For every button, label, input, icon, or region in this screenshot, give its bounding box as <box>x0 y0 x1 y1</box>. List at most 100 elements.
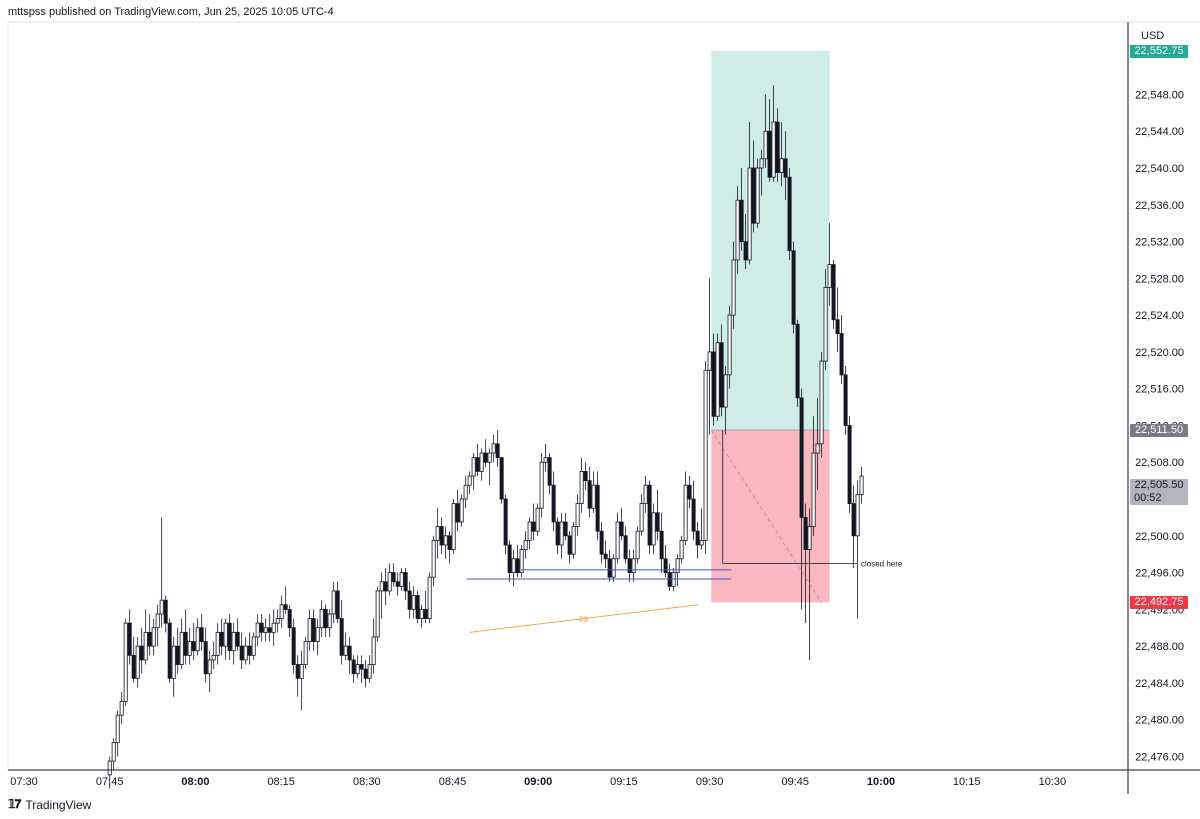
candle-down <box>787 176 792 252</box>
x-tick-label: 07:30 <box>10 776 38 788</box>
x-tick-label: 07:45 <box>96 776 124 788</box>
candle-down <box>555 521 560 546</box>
candle-up <box>111 742 116 762</box>
x-tick-label: 10:30 <box>1039 776 1067 788</box>
y-tick-label: 22,476.00 <box>1135 751 1184 763</box>
candle-up <box>771 121 776 178</box>
tradingview-logo-text: TradingView <box>25 797 92 812</box>
candle-down <box>163 599 168 624</box>
candle-up <box>427 576 432 619</box>
candle-up <box>171 645 176 679</box>
candle-down <box>843 374 848 426</box>
candle-up <box>443 535 448 546</box>
candle-down <box>295 664 300 679</box>
candle-down <box>423 608 428 619</box>
x-tick-label: 09:30 <box>696 776 724 788</box>
candle-down <box>659 530 664 560</box>
candle-up <box>315 627 320 642</box>
candle-down <box>167 622 172 679</box>
candle-down <box>799 397 804 518</box>
candle-up <box>683 484 688 541</box>
candle-up <box>559 521 564 546</box>
candle-up <box>575 503 580 528</box>
closed-here-label: closed here <box>861 559 903 568</box>
candle-up <box>615 521 620 560</box>
candle-up <box>327 613 332 629</box>
candle-up <box>211 654 216 661</box>
candle-down <box>783 158 788 178</box>
candle-down <box>851 503 856 537</box>
candle-down <box>247 645 252 656</box>
x-tick-label: 08:45 <box>439 776 467 788</box>
candle-up <box>411 595 416 610</box>
candle-down <box>515 558 520 573</box>
candle-up <box>223 622 228 647</box>
candle-up <box>779 158 784 173</box>
candle-up <box>187 641 192 656</box>
candle-up <box>119 700 124 716</box>
candle-down <box>583 471 588 482</box>
candle-up <box>823 287 828 362</box>
candle-down <box>447 535 452 550</box>
candle-up <box>763 130 768 160</box>
candle-up <box>811 452 816 528</box>
candle-up <box>399 572 404 587</box>
candle-down <box>403 572 408 592</box>
candle-down <box>655 512 660 532</box>
candle-down <box>391 572 396 583</box>
candle-up <box>727 314 732 376</box>
candle-down <box>283 604 288 610</box>
candle-down <box>311 618 316 642</box>
candle-down <box>227 622 232 652</box>
candle-up <box>591 484 596 509</box>
candle-up <box>179 631 184 665</box>
candle-down <box>751 167 756 224</box>
price-tag: 22,511.50 <box>1130 424 1188 438</box>
candle-up <box>371 636 376 665</box>
tradingview-logo[interactable]: 𝟙𝟕 TradingView <box>8 797 91 812</box>
currency-label[interactable]: USD <box>1141 30 1165 42</box>
candle-down <box>503 498 508 546</box>
candle-up <box>251 636 256 656</box>
candle-up <box>275 618 280 624</box>
publish-info: mttspss published on TradingView.com, Ju… <box>8 6 334 18</box>
candle-down <box>455 503 460 523</box>
candle-up <box>511 558 516 573</box>
x-tick-label: 10:00 <box>867 776 895 788</box>
candle-up <box>819 360 824 445</box>
candle-up <box>123 622 128 702</box>
x-tick-label: 08:30 <box>353 776 381 788</box>
candle-up <box>435 526 440 541</box>
candle-up <box>243 645 248 661</box>
candle-up <box>387 572 392 592</box>
candle-up <box>479 452 484 472</box>
candle-up <box>527 521 532 541</box>
candle-down <box>803 517 808 550</box>
candle-up <box>255 622 260 638</box>
candle-down <box>499 457 504 500</box>
candle-up <box>263 627 268 633</box>
candle-up <box>611 558 616 578</box>
candle-up <box>471 457 476 477</box>
candle-up <box>523 539 528 550</box>
candle-down <box>795 323 800 399</box>
candle-down <box>351 659 356 675</box>
candle-down <box>623 535 628 560</box>
candle-down <box>339 618 344 656</box>
candle-up <box>319 608 324 629</box>
candle-down <box>139 645 144 661</box>
candle-up <box>731 259 736 316</box>
candles <box>107 85 864 789</box>
candle-down <box>395 581 400 587</box>
candle-down <box>711 351 716 417</box>
candle-up <box>231 631 236 652</box>
candle-down <box>175 645 180 665</box>
candle-down <box>415 595 420 619</box>
candle-up <box>707 351 712 371</box>
y-tick-label: 22,500.00 <box>1135 531 1184 543</box>
candle-down <box>835 319 840 334</box>
candle-up <box>463 484 468 500</box>
es-label: ES <box>579 617 589 624</box>
candle-up <box>467 475 472 486</box>
